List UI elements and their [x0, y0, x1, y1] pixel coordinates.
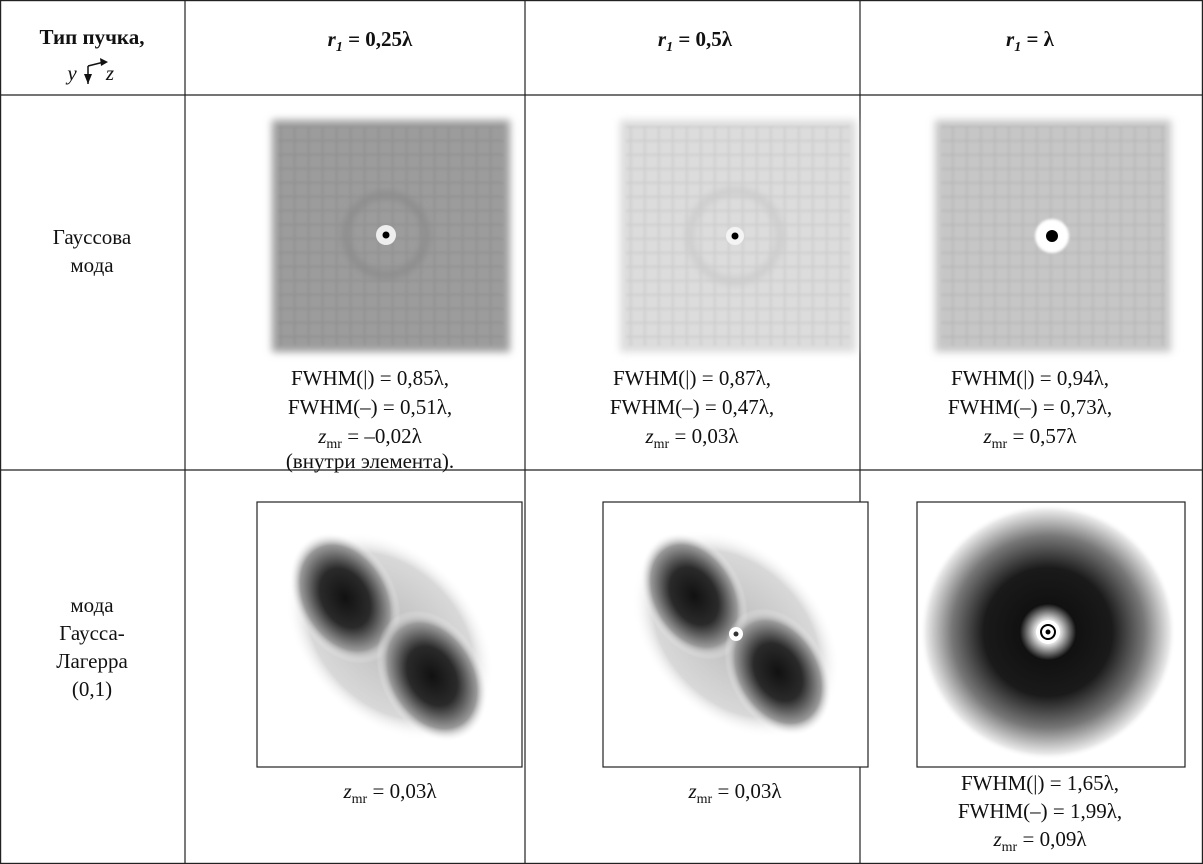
rest: = λ — [1021, 27, 1054, 51]
row-label: (0,1) — [72, 677, 112, 701]
caption-line: FWHM(|) = 0,85λ, — [291, 366, 449, 390]
gauss-image — [272, 120, 510, 352]
rest: = 0,09λ — [1017, 827, 1087, 851]
rest: = 0,5λ — [673, 27, 733, 51]
rest: = 0,57λ — [1007, 424, 1077, 448]
subscript: mr — [992, 437, 1008, 452]
symbol: z — [644, 424, 653, 448]
row-label: Лагерра — [56, 649, 128, 673]
table: Тип пучка, y z r1 = 0,25λ r1 = 0,5λ r1 = λ… — [0, 0, 1203, 864]
laguerre-image — [245, 491, 535, 781]
caption-z: zmr = 0,03λ — [644, 424, 739, 452]
subscript: 1 — [666, 40, 673, 55]
header-beam-type: Тип пучка, — [40, 25, 145, 49]
rest: = 0,03λ — [712, 779, 782, 803]
rest: = –0,02λ — [342, 424, 423, 448]
row-label: Гаусса- — [59, 621, 125, 645]
subscript: 1 — [1014, 40, 1021, 55]
subscript: mr — [654, 437, 670, 452]
caption-z: zmr = –0,02λ — [317, 424, 422, 452]
page: Тип пучка, y z r1 = 0,25λ r1 = 0,5λ r1 = λ… — [0, 0, 1203, 864]
caption-z: zmr = 0,03λ — [342, 779, 437, 807]
row-label: Гауссова — [53, 225, 132, 249]
caption-line: FWHM(|) = 1,65λ, — [961, 771, 1119, 795]
caption-z: zmr = 0,57λ — [982, 424, 1077, 452]
row-label: мода — [70, 253, 114, 277]
caption-line: FWHM(–) = 1,99λ, — [958, 799, 1122, 823]
caption-line: FWHM(–) = 0,73λ, — [948, 395, 1112, 419]
axis-z: z — [105, 61, 114, 85]
subscript: mr — [352, 792, 368, 807]
caption-z: zmr = 0,03λ — [687, 779, 782, 807]
subscript: mr — [697, 792, 713, 807]
caption-note: (внутри элемента). — [286, 449, 454, 473]
subscript: 1 — [336, 40, 343, 55]
column-header: r1 = 0,5λ — [658, 27, 733, 55]
symbol: z — [687, 779, 696, 803]
caption-z: zmr = 0,09λ — [992, 827, 1087, 855]
axis-icon: y z — [65, 58, 114, 85]
rest: = 0,03λ — [669, 424, 739, 448]
laguerre-image — [591, 489, 881, 779]
axis-y: y — [65, 61, 77, 85]
caption-line: FWHM(–) = 0,51λ, — [288, 395, 452, 419]
rest: = 0,03λ — [367, 779, 437, 803]
caption-line: FWHM(|) = 0,94λ, — [951, 366, 1109, 390]
gauss-image — [620, 120, 856, 352]
subscript: mr — [1002, 840, 1018, 855]
column-header: r1 = 0,25λ — [328, 27, 413, 55]
caption-line: FWHM(|) = 0,87λ, — [613, 366, 771, 390]
column-header: r1 = λ — [1006, 27, 1055, 55]
gauss-image — [935, 120, 1171, 352]
symbol: z — [982, 424, 991, 448]
symbol: z — [342, 779, 351, 803]
symbol: z — [992, 827, 1001, 851]
laguerre-image — [917, 502, 1185, 767]
symbol: z — [317, 424, 326, 448]
row-label: мода — [70, 593, 114, 617]
caption-line: FWHM(–) = 0,47λ, — [610, 395, 774, 419]
rest: = 0,25λ — [343, 27, 413, 51]
